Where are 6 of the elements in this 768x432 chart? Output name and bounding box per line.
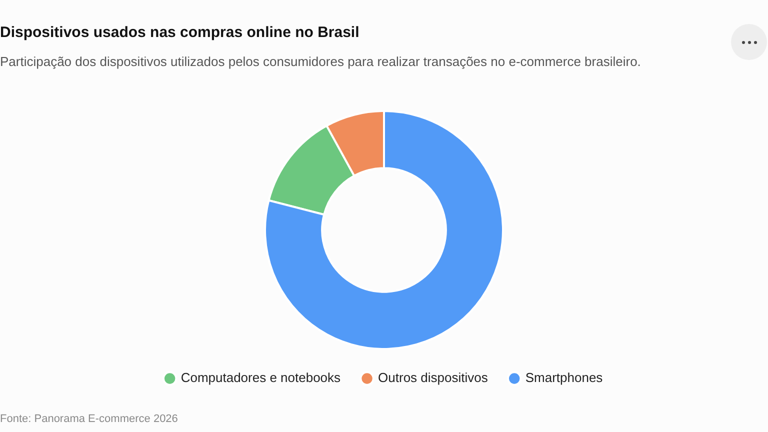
source-note: Fonte: Panorama E-commerce 2026 — [0, 413, 178, 425]
legend-label: Outros dispositivos — [378, 370, 488, 386]
chart-title: Dispositivos usados nas compras online no Brasil — [0, 24, 360, 41]
legend-label: Smartphones — [525, 370, 604, 386]
legend-label: Computadores e notebooks — [180, 370, 342, 386]
chart-subtitle: Participação dos dispositivos utilizados pelos consumidores para realizar transações no e-commerce brasileiro. — [0, 54, 641, 69]
